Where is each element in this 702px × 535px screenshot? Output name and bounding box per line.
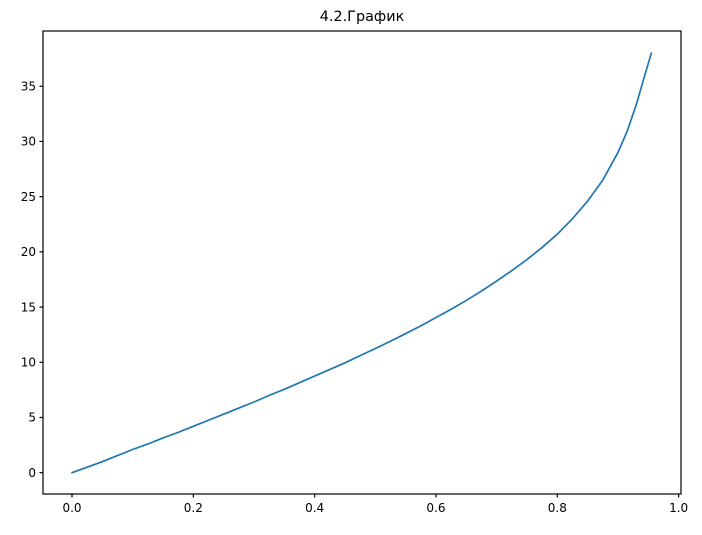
y-tick-label: 15 [21,300,36,314]
chart-title: 4.2.График [320,9,405,25]
y-tick-label: 5 [28,411,36,425]
axes-background [43,31,681,494]
y-tick-label: 0 [28,466,36,480]
x-tick-label: 0.8 [548,501,567,515]
x-tick-label: 1.0 [669,501,688,515]
x-tick-label: 0.6 [426,501,445,515]
x-tick-label: 0.2 [184,501,203,515]
y-axis-ticks: 0 5 10 15 20 25 30 35 [21,79,43,480]
x-tick-label: 0.4 [305,501,324,515]
y-tick-label: 35 [21,79,36,93]
x-axis-ticks: 0.0 0.2 0.4 0.6 0.8 1.0 [62,494,688,515]
y-tick-label: 20 [21,245,36,259]
axes-spines [42,30,682,495]
y-tick-label: 30 [21,135,36,149]
y-tick-label: 10 [21,355,36,369]
y-tick-label: 25 [21,190,36,204]
data-series-line [71,52,653,474]
x-tick-label: 0.0 [62,501,81,515]
